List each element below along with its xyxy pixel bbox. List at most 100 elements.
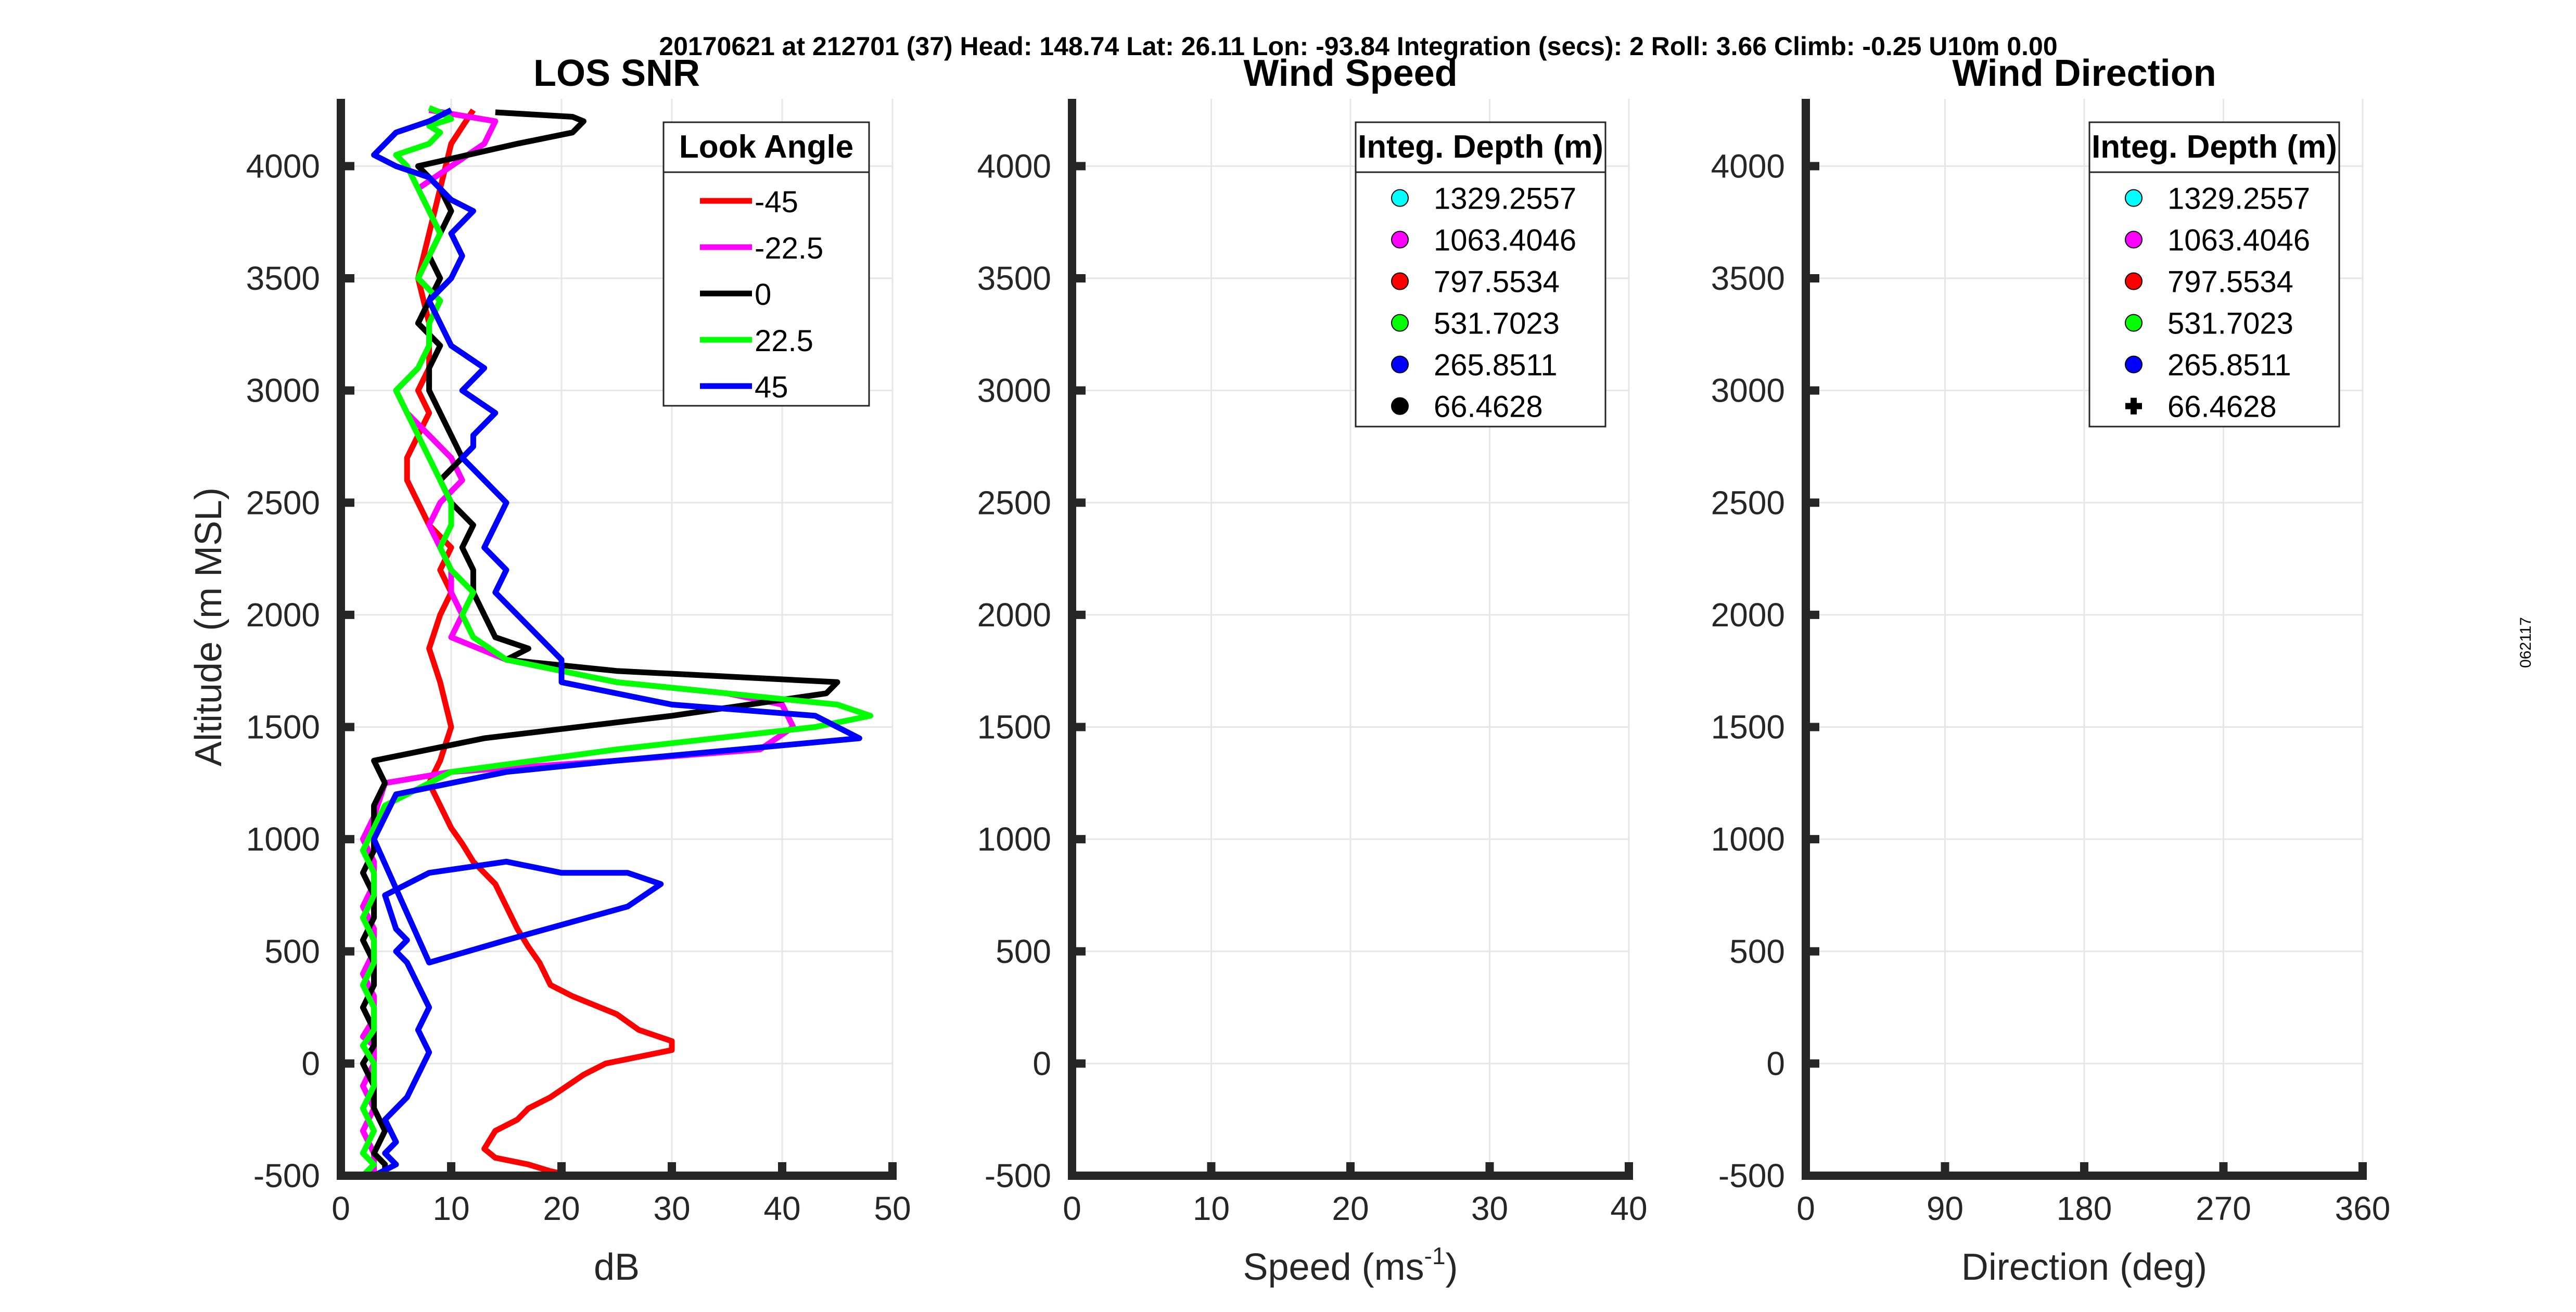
y-tick-label: -500	[1718, 1157, 1785, 1194]
series-line-0	[360, 109, 840, 1176]
y-tick-label: 500	[264, 933, 320, 970]
legend-title: Look Angle	[679, 129, 853, 165]
legend-label: 66.4628	[2167, 390, 2277, 424]
grid-lines	[1805, 99, 2364, 1177]
x-tick-label: 360	[2335, 1190, 2391, 1227]
legend-swatch-1329.2557	[1391, 189, 1409, 207]
y-tick-label: 4000	[1711, 147, 1785, 185]
y-tick-label: 2500	[246, 484, 320, 521]
date-stamp: 062117	[2517, 617, 2534, 668]
chart-title: LOS SNR	[533, 53, 700, 94]
y-tick-label: 3000	[1711, 372, 1785, 409]
legend-title: Integ. Depth (m)	[1358, 129, 1603, 165]
y-tick-label: 0	[1032, 1045, 1051, 1082]
x-tick-label: 50	[874, 1190, 911, 1227]
y-tick-label: 3000	[246, 372, 320, 409]
y-tick-label: -500	[985, 1157, 1051, 1194]
y-tick-label: 2500	[977, 484, 1051, 521]
legend: Integ. Depth (m) 1329.2557 1063.4046 797.55…	[1355, 121, 1606, 428]
x-tick-label: 180	[2057, 1190, 2112, 1227]
legend: Look Angle -45 -22.5 0 22.5 45	[662, 121, 870, 407]
x-tick-label: 90	[1927, 1190, 1963, 1227]
y-tick-label: 2000	[1711, 596, 1785, 634]
legend-label: 531.7023	[1434, 307, 1560, 341]
chart-title: Wind Direction	[1952, 53, 2216, 94]
y-tick-label: 3500	[1711, 260, 1785, 297]
legend-swatch-531.7023	[2125, 314, 2143, 332]
y-tick-label: 500	[1729, 933, 1785, 970]
x-axis-label-text: dB	[594, 1246, 640, 1288]
x-axis-label-text: Direction (deg)	[1961, 1246, 2207, 1288]
x-axis-label-text: Speed (ms	[1243, 1246, 1424, 1288]
legend-label: 797.5534	[2167, 265, 2293, 299]
y-tick-label: 1000	[1711, 820, 1785, 858]
legend-label: 45	[755, 370, 788, 404]
y-tick-label: -500	[253, 1157, 320, 1194]
x-axis-label: Speed (ms-1)	[1243, 1242, 1458, 1288]
chart-title: Wind Speed	[1243, 53, 1457, 94]
legend-label: 1329.2557	[1434, 182, 1576, 216]
y-tick-label: 1500	[1711, 709, 1785, 746]
x-tick-label: 40	[763, 1190, 800, 1227]
legend-swatch-265.8511	[2125, 355, 2143, 374]
legend-label: -45	[755, 185, 798, 219]
legend-box	[662, 121, 870, 407]
legend-swatch-531.7023	[1391, 314, 1409, 332]
wind-speed-panel: 0 10 20 30 40 -500 0 500 1000 1500 2000 2500 3000 350…	[977, 53, 1648, 1288]
y-tick-label: 1500	[977, 709, 1051, 746]
y-tick-label: 2000	[246, 596, 320, 634]
x-tick-label: 30	[1471, 1190, 1508, 1227]
legend-label: 531.7023	[2167, 307, 2293, 341]
x-tick-label: 270	[2196, 1190, 2251, 1227]
series-line-45	[371, 107, 862, 1176]
y-tick-label: 2500	[1711, 484, 1785, 521]
x-axis-label: dB	[594, 1246, 640, 1288]
y-tick-label: 3500	[246, 260, 320, 297]
legend: Integ. Depth (m) 1329.2557 1063.4046 797.55…	[2088, 121, 2340, 428]
y-tick-label: 2000	[977, 596, 1051, 634]
legend-label: 1063.4046	[2167, 224, 2310, 258]
y-tick-label: 0	[1766, 1045, 1785, 1082]
legend-label: 66.4628	[1434, 390, 1543, 424]
y-axis-label: Altitude (m MSL)	[188, 487, 229, 766]
legend-title: Integ. Depth (m)	[2092, 129, 2337, 165]
legend-label: 265.8511	[2167, 349, 2291, 382]
legend-label: 0	[755, 278, 771, 312]
x-tick-label: 20	[1332, 1190, 1369, 1227]
y-tick-label: 500	[996, 933, 1051, 970]
y-tick-label: 0	[301, 1045, 320, 1082]
grid-lines	[1071, 99, 1630, 1177]
legend-label: 22.5	[755, 324, 813, 358]
x-tick-label: 30	[653, 1190, 690, 1227]
x-tick-label: 20	[543, 1190, 580, 1227]
y-tick-label: 4000	[977, 147, 1051, 185]
legend-swatch-1329.2557	[2125, 189, 2143, 207]
x-axis-label-superscript: -1	[1424, 1242, 1446, 1269]
legend-label: 797.5534	[1434, 265, 1560, 299]
x-tick-label: 0	[331, 1190, 350, 1227]
legend-swatch-66.4628	[2125, 397, 2142, 415]
legend-label: 265.8511	[1434, 349, 1558, 382]
x-tick-label: 0	[1796, 1190, 1815, 1227]
series-line-22.5	[360, 105, 874, 1176]
legend-swatch-1063.4046	[2125, 230, 2143, 249]
y-tick-label: 1500	[246, 709, 320, 746]
x-tick-label: 40	[1610, 1190, 1647, 1227]
x-axis-label: Direction (deg)	[1961, 1246, 2207, 1288]
legend-swatch-797.5534	[2125, 272, 2143, 290]
legend-swatch-1063.4046	[1391, 230, 1409, 249]
series-group	[360, 105, 874, 1176]
legend-swatch-66.4628	[1391, 397, 1409, 415]
legend-label: -22.5	[755, 231, 823, 265]
series-line--45	[404, 108, 675, 1176]
los-snr-panel: 0 10 20 30 40 50 -500 0 500 1000 1500 2000 2500 3000 3…	[188, 53, 911, 1288]
x-axis-label-end: )	[1446, 1246, 1458, 1288]
x-tick-label: 0	[1063, 1190, 1081, 1227]
legend-swatch-265.8511	[1391, 355, 1409, 374]
legend-label: 1329.2557	[2167, 182, 2310, 216]
wind-direction-panel: 0 90 180 270 360 -500 0 500 1000 1500 2000 2500 3000…	[1711, 53, 2391, 1288]
y-tick-label: 4000	[246, 147, 320, 185]
y-tick-label: 3500	[977, 260, 1051, 297]
y-tick-label: 1000	[246, 820, 320, 858]
